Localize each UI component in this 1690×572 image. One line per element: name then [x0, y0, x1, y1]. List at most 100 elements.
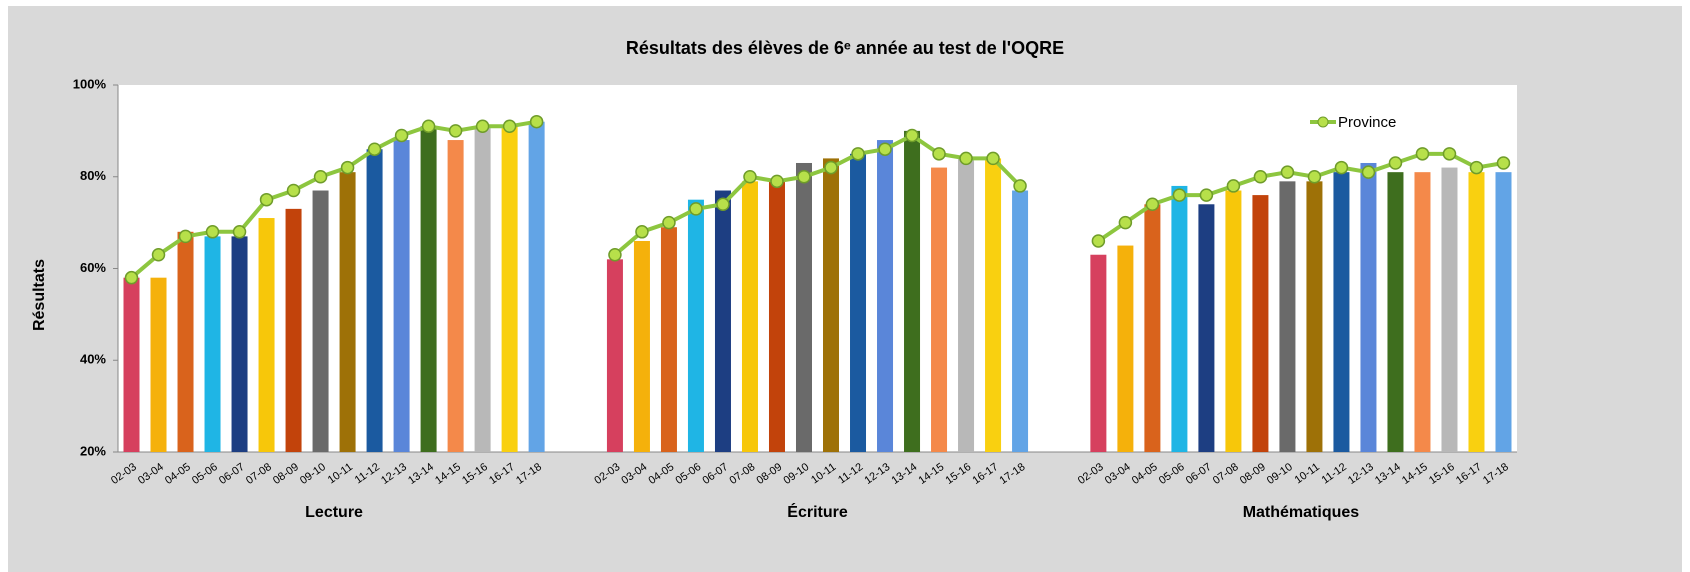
group-label: Mathématiques: [1243, 504, 1360, 521]
bar: [714, 190, 731, 452]
bar: [931, 167, 948, 452]
bar: [1279, 181, 1296, 452]
province-marker: [394, 128, 409, 143]
province-marker: [151, 247, 166, 262]
province-marker: [475, 119, 490, 134]
bar: [1198, 204, 1215, 452]
group-label: Lecture: [305, 504, 363, 521]
province-marker: [1496, 156, 1511, 170]
bar: [958, 158, 975, 452]
bar: [528, 121, 545, 452]
province-marker: [1172, 188, 1187, 202]
bar: [123, 277, 140, 452]
province-marker: [340, 160, 355, 175]
province-marker: [608, 247, 622, 262]
province-marker: [529, 114, 544, 129]
province-marker: [1253, 170, 1268, 184]
y-tick-label: 60%: [80, 260, 106, 275]
province-marker: [1415, 147, 1430, 161]
bar: [366, 149, 383, 452]
bar: [633, 240, 650, 452]
province-marker: [932, 147, 946, 161]
province-marker: [1280, 165, 1295, 179]
y-tick-label: 100%: [73, 76, 107, 91]
bar: [258, 218, 275, 452]
bar: [1306, 181, 1323, 452]
province-line: [130, 119, 537, 280]
bar: [1495, 172, 1512, 452]
province-marker: [232, 225, 247, 239]
province-marker: [178, 229, 193, 244]
province-marker: [1388, 156, 1403, 170]
province-marker: [851, 147, 865, 161]
province-marker: [770, 174, 784, 189]
province-marker: [259, 192, 274, 207]
bar: [1225, 190, 1242, 452]
province-marker: [743, 170, 757, 184]
province-marker: [286, 183, 301, 198]
bar: [687, 199, 704, 452]
legend-label: Province: [1338, 114, 1396, 131]
province-line: [613, 133, 1022, 257]
province-marker: [1199, 188, 1214, 202]
bar: [1090, 254, 1107, 452]
group-label: Écriture: [787, 502, 848, 521]
bar: [474, 126, 491, 452]
province-marker: [905, 128, 919, 143]
province-marker: [986, 151, 1000, 166]
bar: [177, 231, 194, 452]
bar: [312, 190, 329, 452]
province-marker: [689, 202, 703, 216]
bar: [204, 236, 221, 452]
y-tick-label: 80%: [80, 168, 106, 183]
province-marker: [1469, 160, 1484, 175]
province-marker: [878, 142, 892, 156]
bar: [339, 172, 356, 452]
province-marker: [1307, 170, 1322, 184]
bar: [877, 140, 894, 453]
bar: [795, 162, 812, 453]
y-axis-label: Résultats: [31, 259, 48, 331]
bar: [231, 236, 248, 452]
bar: [501, 126, 518, 452]
province-marker: [797, 170, 811, 184]
province-marker: [1013, 179, 1027, 193]
province-marker: [1442, 147, 1457, 161]
bar: [660, 227, 677, 452]
province-marker: [1334, 160, 1349, 175]
bar: [741, 181, 758, 452]
bar: [420, 126, 437, 452]
province-marker: [662, 215, 676, 230]
bar: [1117, 245, 1134, 452]
province-marker: [124, 270, 139, 285]
bar: [768, 181, 785, 452]
bar: [823, 158, 840, 452]
province-marker: [824, 160, 838, 175]
bar: [1387, 172, 1404, 452]
bar: [1468, 172, 1485, 452]
bar: [985, 158, 1002, 452]
province-marker: [205, 225, 220, 239]
province-marker: [716, 197, 730, 212]
province-marker: [313, 170, 328, 184]
province-marker: [1118, 215, 1133, 230]
bar: [1360, 162, 1377, 453]
bar: [1333, 172, 1350, 452]
bar: [447, 140, 464, 453]
province-marker: [502, 119, 517, 134]
province-marker: [421, 119, 436, 134]
bar: [150, 277, 167, 452]
province-marker: [367, 142, 382, 156]
bar: [285, 208, 302, 452]
bar: [606, 259, 623, 452]
province-marker: [1361, 165, 1376, 179]
province-marker: [1091, 234, 1106, 248]
bar: [1252, 195, 1269, 452]
bar: [1144, 204, 1161, 452]
province-marker: [635, 225, 649, 239]
province-marker: [1226, 179, 1241, 193]
province-marker: [959, 151, 973, 166]
bar: [850, 153, 867, 452]
y-tick-label: 40%: [80, 352, 106, 367]
